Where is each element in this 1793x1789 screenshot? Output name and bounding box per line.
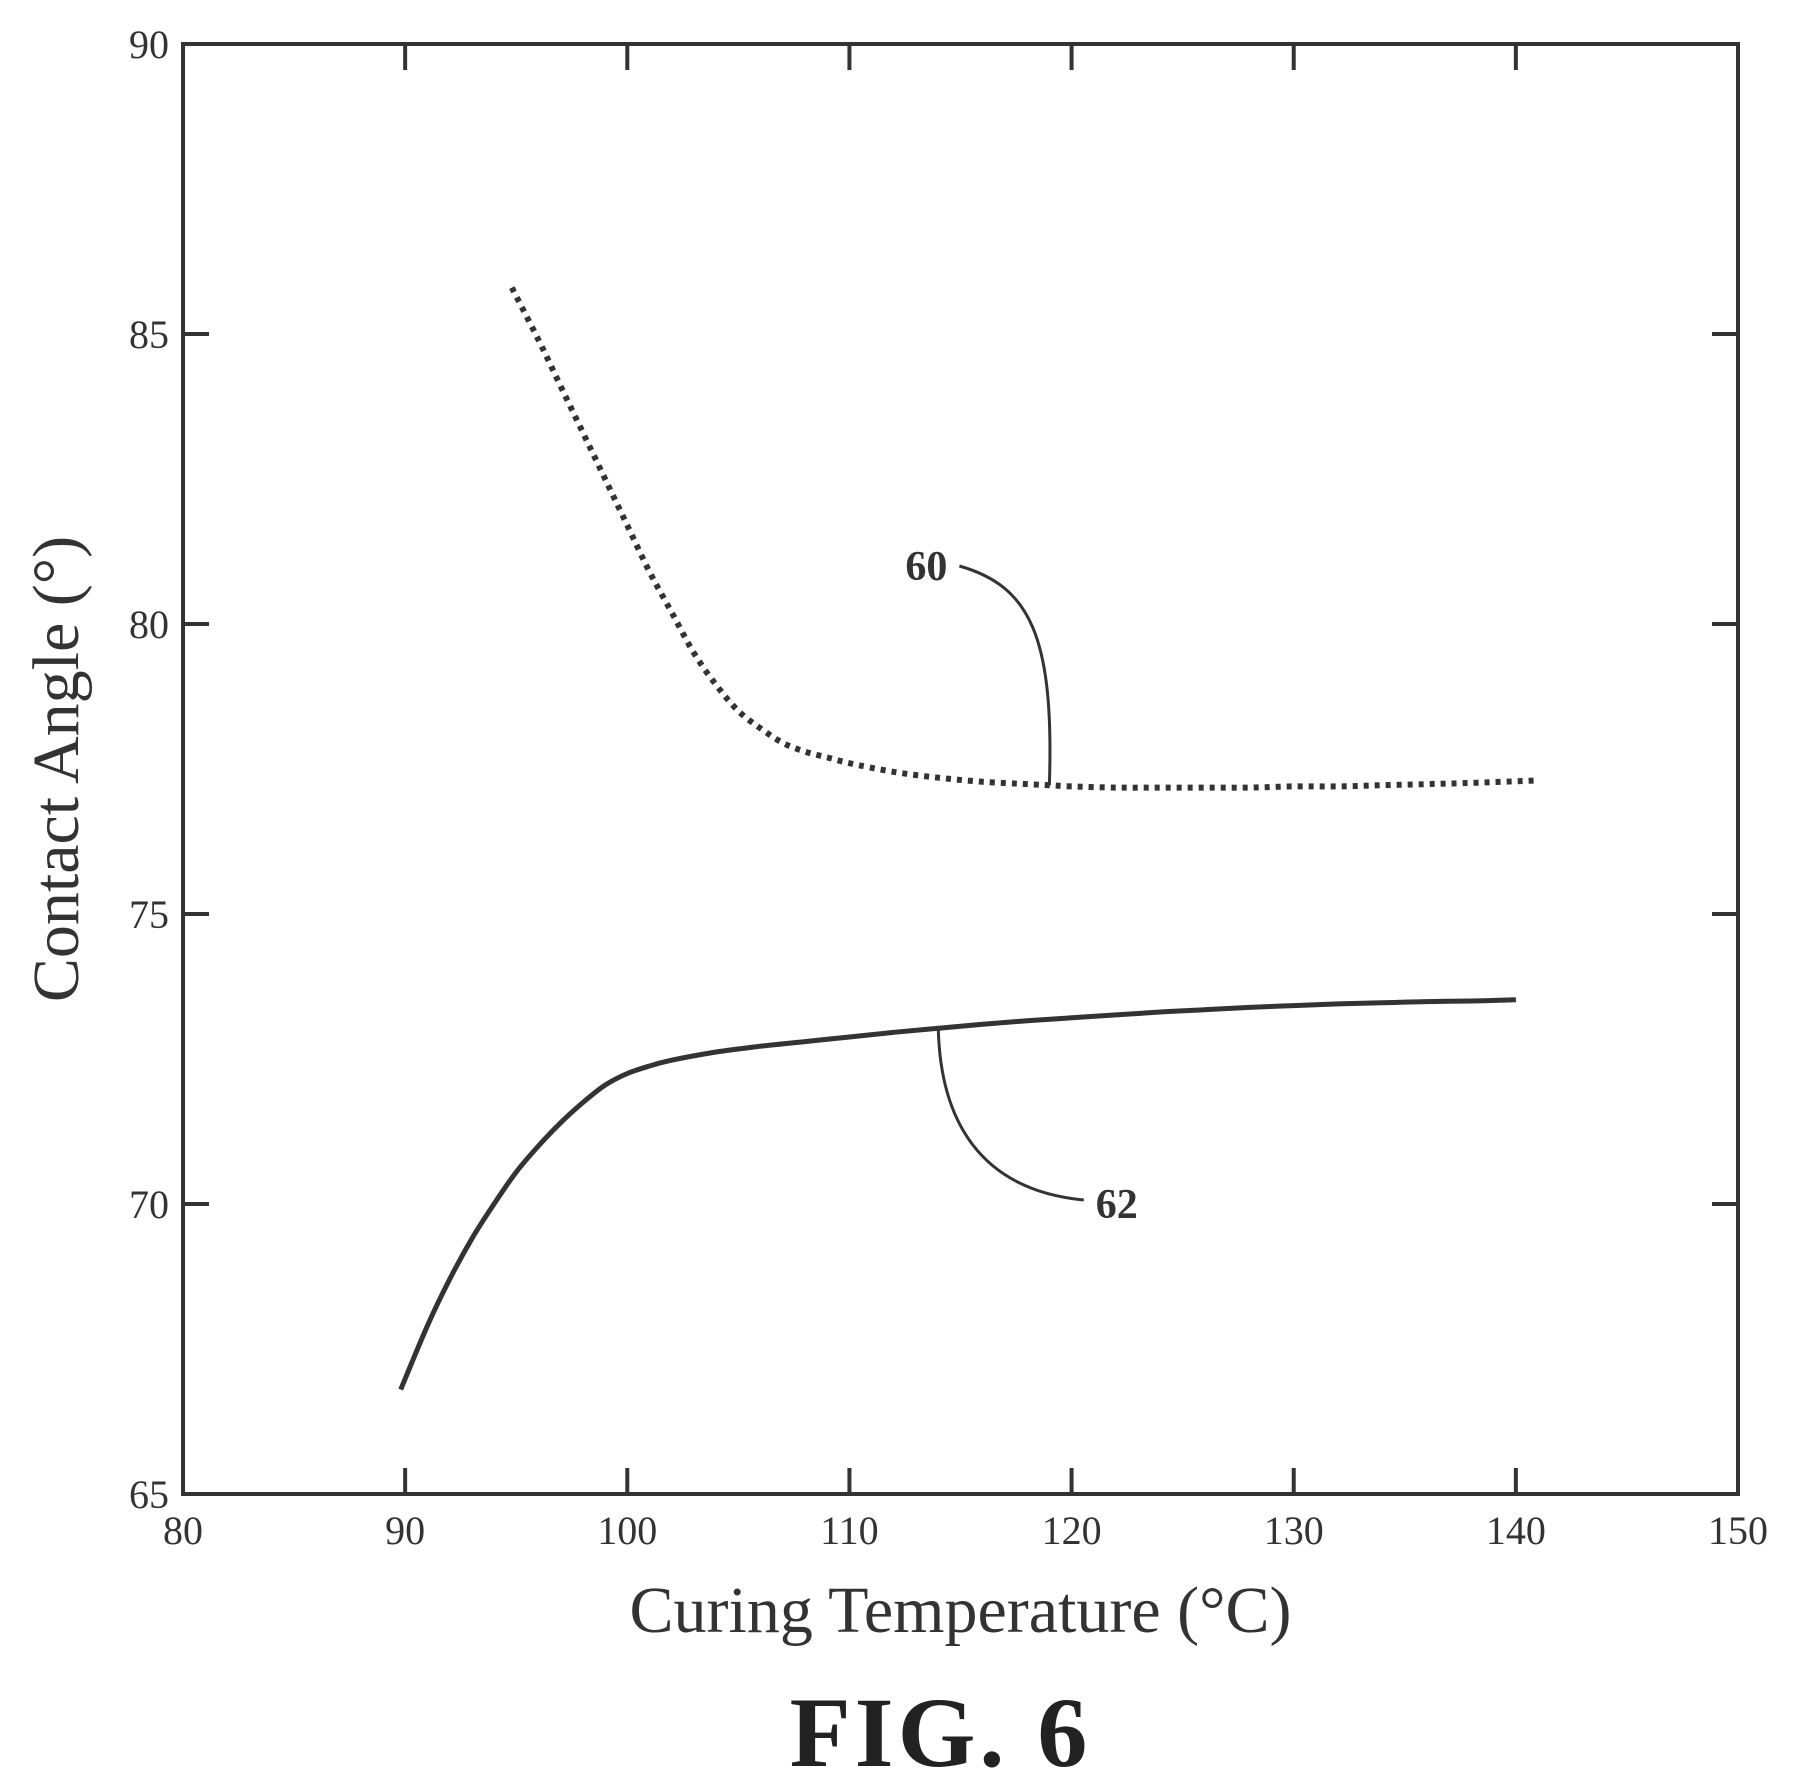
- x-tick-label: 110: [820, 1508, 879, 1553]
- x-tick-label: 140: [1486, 1508, 1546, 1553]
- y-tick-label: 85: [129, 312, 169, 357]
- callout-leader-62: [936, 1028, 1084, 1202]
- y-tick-label: 75: [129, 892, 169, 937]
- y-axis-title: Contact Angle (°): [20, 536, 93, 1002]
- plot-border: [181, 42, 1740, 1496]
- y-tick-label: 80: [129, 602, 169, 647]
- x-tick-label: 130: [1264, 1508, 1324, 1553]
- x-tick-label: 80: [163, 1508, 203, 1553]
- x-tick-label: 90: [385, 1508, 425, 1553]
- x-axis-title: Curing Temperature (°C): [629, 1574, 1291, 1647]
- series-line-62: [398, 997, 1516, 1391]
- x-tick-label: 120: [1042, 1508, 1102, 1553]
- y-tick-label: 90: [129, 22, 169, 67]
- callouts: 60 62: [905, 544, 1137, 1228]
- figure-caption: FIG. 6: [790, 1677, 1092, 1788]
- tick-labels: 80 90 100 110 120 130 140 150 65 70 75 80 85 90: [129, 22, 1768, 1553]
- x-tick-label: 100: [597, 1508, 657, 1553]
- y-tick-label: 70: [129, 1182, 169, 1227]
- series-layer: [398, 286, 1534, 1391]
- callout-label-60: 60: [905, 544, 947, 590]
- x-tick-label: 150: [1708, 1508, 1768, 1553]
- callout-label-62: 62: [1096, 1182, 1138, 1228]
- series-line-60: [509, 286, 1534, 791]
- plot-frame: [181, 42, 1740, 1496]
- tick-marks: [183, 44, 1738, 1494]
- callout-leader-60: [958, 564, 1052, 786]
- y-tick-label: 65: [129, 1472, 169, 1517]
